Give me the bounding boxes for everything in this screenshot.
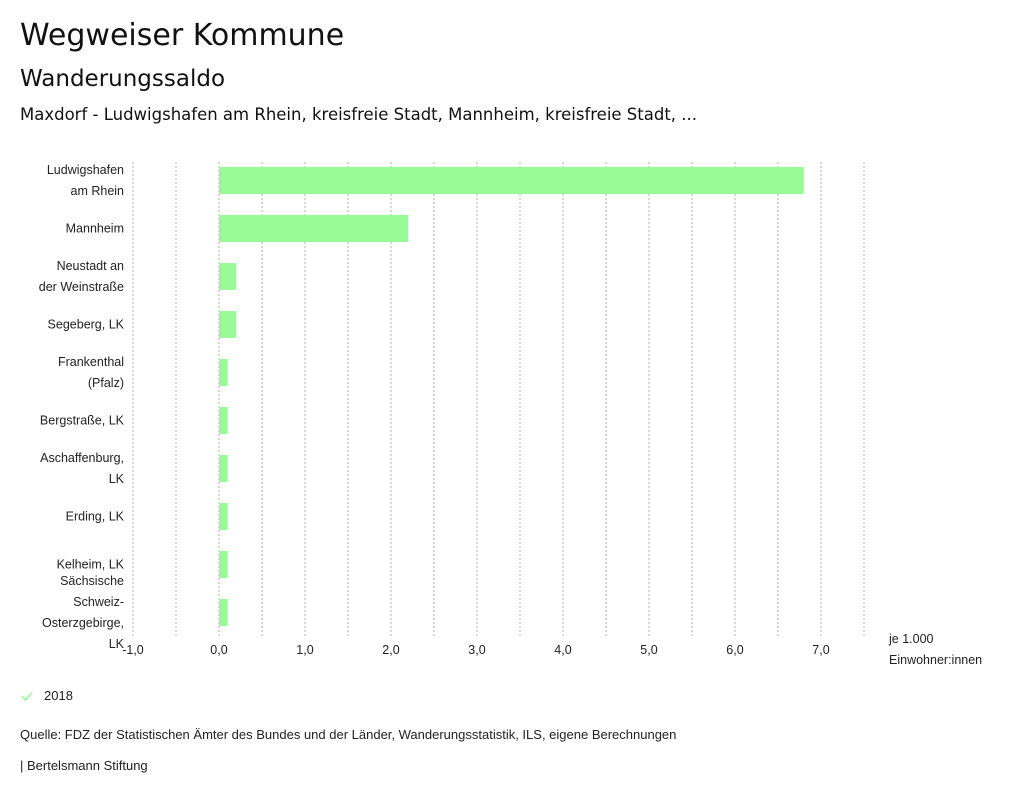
credit-note: | Bertelsmann Stiftung — [20, 758, 148, 773]
category-label: LK — [109, 637, 125, 651]
category-label: der Weinstraße — [39, 280, 124, 294]
x-axis-label: Einwohner:innen — [889, 653, 982, 667]
x-axis-label: je 1.000 — [888, 632, 934, 646]
category-label: Sächsische — [60, 574, 124, 588]
category-label: LK — [109, 472, 125, 486]
bars — [219, 167, 804, 626]
category-label: (Pfalz) — [88, 376, 124, 390]
gridlines — [132, 162, 865, 636]
x-tick-label: 4,0 — [554, 643, 571, 657]
bar[interactable] — [219, 599, 228, 626]
category-label: am Rhein — [71, 184, 125, 198]
bar[interactable] — [219, 167, 804, 194]
x-tick-label: 6,0 — [726, 643, 743, 657]
chart-subtitle: Wanderungssaldo — [20, 66, 226, 92]
x-axis-unit-label: je 1.000 Einwohner:innen — [888, 632, 982, 667]
category-label: Kelheim, LK — [57, 558, 125, 572]
bar[interactable] — [219, 551, 228, 578]
bar[interactable] — [219, 215, 409, 242]
bar[interactable] — [219, 311, 237, 338]
category-label: Neustadt an — [57, 259, 124, 273]
x-tick-label: 3,0 — [468, 643, 485, 657]
x-tick-label: 0,0 — [210, 643, 227, 657]
x-tick-labels: -1,0 0,0 1,0 2,0 3,0 4,0 5,0 6,0 7,0 — [122, 643, 830, 657]
category-label: Segeberg, LK — [48, 318, 125, 332]
bar[interactable] — [219, 407, 228, 434]
x-tick-label: 2,0 — [382, 643, 399, 657]
selection-description: Maxdorf - Ludwigshafen am Rhein, kreisfr… — [20, 105, 698, 124]
category-label: Mannheim — [66, 222, 124, 236]
x-tick-label: 7,0 — [812, 643, 829, 657]
category-label: Aschaffenburg, — [40, 451, 124, 465]
bar[interactable] — [219, 455, 228, 482]
bar-chart: Ludwigshafen am Rhein Mannheim Neustadt an d… — [39, 162, 982, 667]
check-icon — [21, 691, 33, 701]
page-title: Wegweiser Kommune — [20, 18, 345, 53]
category-labels: Ludwigshafen am Rhein Mannheim Neustadt an d… — [39, 163, 125, 651]
category-label: Schweiz- — [73, 595, 124, 609]
x-tick-label: 5,0 — [640, 643, 657, 657]
x-tick-label: 1,0 — [296, 643, 313, 657]
bar[interactable] — [219, 263, 237, 290]
legend-label: 2018 — [44, 688, 73, 703]
category-label: Erding, LK — [66, 510, 125, 524]
legend-item-2018[interactable]: 2018 — [20, 688, 73, 703]
source-note: Quelle: FDZ der Statistischen Ämter des … — [20, 727, 677, 742]
category-label: Bergstraße, LK — [40, 414, 125, 428]
bar[interactable] — [219, 503, 228, 530]
category-label: Frankenthal — [58, 355, 124, 369]
x-tick-label: -1,0 — [122, 643, 144, 657]
category-label: Ludwigshafen — [47, 163, 124, 177]
bar[interactable] — [219, 359, 228, 386]
category-label: Osterzgebirge, — [42, 616, 124, 630]
